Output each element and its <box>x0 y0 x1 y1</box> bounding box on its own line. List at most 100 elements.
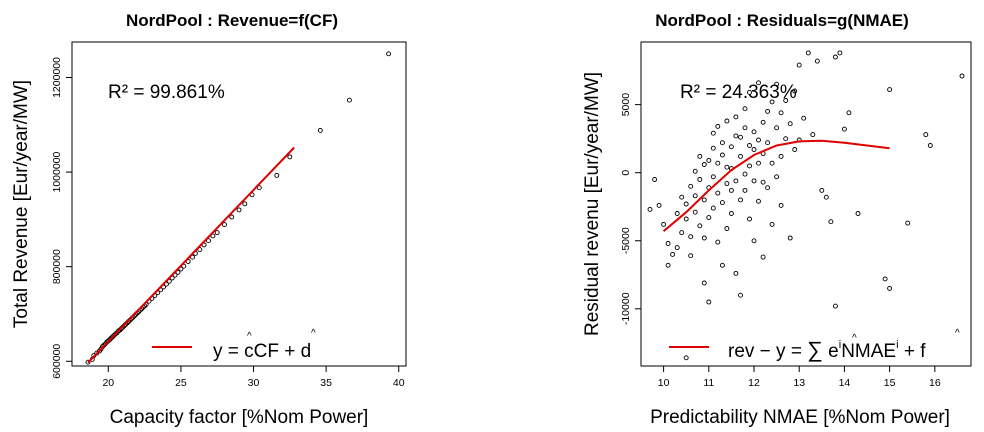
right-data-point <box>733 178 739 184</box>
right-data-point <box>679 230 685 236</box>
left-data-point <box>214 230 220 236</box>
right-data-point <box>774 125 780 131</box>
left-r2-annotation: R² = 99.861% <box>108 82 225 103</box>
right-y-tick-label: 0 <box>620 170 632 176</box>
right-data-point <box>747 143 752 148</box>
right-data-point <box>724 164 730 170</box>
right-data-point <box>751 178 757 184</box>
right-y-tick-label: 5000 <box>620 93 632 117</box>
right-data-point <box>715 123 721 129</box>
left-data-point <box>242 201 248 207</box>
right-data-point <box>683 355 689 361</box>
right-data-point <box>927 143 933 148</box>
left-data-point <box>274 172 280 178</box>
right-x-tick-label: 13 <box>793 377 805 389</box>
right-data-point <box>756 160 761 166</box>
right-data-point <box>683 216 689 222</box>
left-x-tick-label: 40 <box>393 377 405 389</box>
right-data-point <box>701 280 707 286</box>
right-data-point <box>747 163 752 169</box>
left-data-point <box>256 185 262 191</box>
right-x-tick-label: 10 <box>658 377 670 389</box>
right-x-axis: 10 11 12 13 14 15 16 <box>658 366 941 389</box>
right-data-point <box>697 223 703 229</box>
right-data-point <box>733 133 739 139</box>
right-data-point <box>706 215 712 221</box>
right-r2-annotation: R² = 24.363% <box>680 82 797 103</box>
left-data-point <box>110 334 116 340</box>
right-y-tick-label: -10000 <box>620 292 632 325</box>
right-data-point <box>837 50 843 56</box>
right-data-point <box>706 299 712 305</box>
right-data-point <box>765 185 771 191</box>
right-data-point <box>796 62 802 68</box>
right-data-point <box>670 251 676 257</box>
right-data-point <box>715 190 721 196</box>
left-legend-label: y = cCF + d <box>213 341 311 362</box>
left-x-tick-label: 25 <box>175 377 187 389</box>
right-data-point <box>756 80 761 86</box>
right-data-point <box>855 211 861 216</box>
right-legend-label: rev − y = ∑ eiNMAEi + f <box>728 337 926 362</box>
right-data-point <box>792 88 798 94</box>
right-data-point <box>697 177 703 182</box>
right-data-point <box>751 129 757 135</box>
right-data-point <box>774 81 780 87</box>
right-y-tick-label: -5000 <box>620 227 632 254</box>
left-y-axis-label: Total Revenue [Eur/year/MW] <box>11 80 32 328</box>
right-data-point <box>715 239 721 245</box>
left-data-point <box>94 350 100 356</box>
right-data-point <box>756 137 761 143</box>
left-data-point <box>111 332 117 338</box>
left-fit-line <box>87 146 295 364</box>
right-data-points <box>647 50 965 361</box>
right-data-point <box>810 132 816 138</box>
left-legend: y = cCF + d ^ ^ <box>152 328 316 362</box>
right-data-point <box>665 262 671 268</box>
right-data-point <box>715 160 721 166</box>
right-data-point <box>756 198 761 204</box>
left-data-point <box>229 214 235 220</box>
right-x-tick-label: 11 <box>703 377 714 389</box>
left-legend-hat-c: ^ <box>247 331 252 342</box>
right-data-point <box>710 145 716 151</box>
right-data-point <box>719 262 725 268</box>
right-data-point <box>688 234 694 240</box>
left-data-point <box>236 207 242 213</box>
right-data-point <box>724 226 730 231</box>
left-x-tick-label: 20 <box>102 377 114 389</box>
right-data-point <box>738 153 743 159</box>
right-data-point <box>819 187 825 193</box>
right-data-point <box>701 197 707 203</box>
right-data-point <box>688 183 694 189</box>
right-data-point <box>724 181 730 187</box>
left-panel: NordPool : Revenue=f(CF) 20 25 30 35 40 6000… <box>11 11 407 428</box>
right-data-point <box>841 126 847 132</box>
right-data-point <box>742 171 748 177</box>
left-y-axis: 600000 800000 1000000 1200000 <box>51 57 72 379</box>
right-data-point <box>787 121 793 127</box>
left-data-point <box>107 337 113 342</box>
left-data-point <box>210 233 216 239</box>
right-data-point <box>765 108 771 114</box>
right-data-point <box>832 54 838 60</box>
right-data-point <box>688 253 694 259</box>
right-data-point <box>733 270 739 276</box>
left-data-point <box>85 359 91 365</box>
right-data-point <box>738 292 743 298</box>
right-data-point <box>887 87 893 93</box>
right-data-point <box>661 221 667 227</box>
left-x-axis-label: Capacity factor [%Nom Power] <box>110 407 369 428</box>
right-data-point <box>959 73 965 79</box>
left-data-point <box>222 222 227 228</box>
right-data-point <box>778 202 784 208</box>
right-data-point <box>846 110 852 116</box>
right-data-point <box>692 193 698 199</box>
right-data-point <box>760 179 766 185</box>
right-legend-hat-f: ^ <box>955 328 960 339</box>
right-legend: rev − y = ∑ eiNMAEi + f ^ ^ <box>669 328 960 362</box>
left-x-tick-label: 35 <box>320 377 332 389</box>
right-data-point <box>823 194 829 200</box>
left-data-point <box>287 154 293 160</box>
right-data-point <box>783 98 789 103</box>
